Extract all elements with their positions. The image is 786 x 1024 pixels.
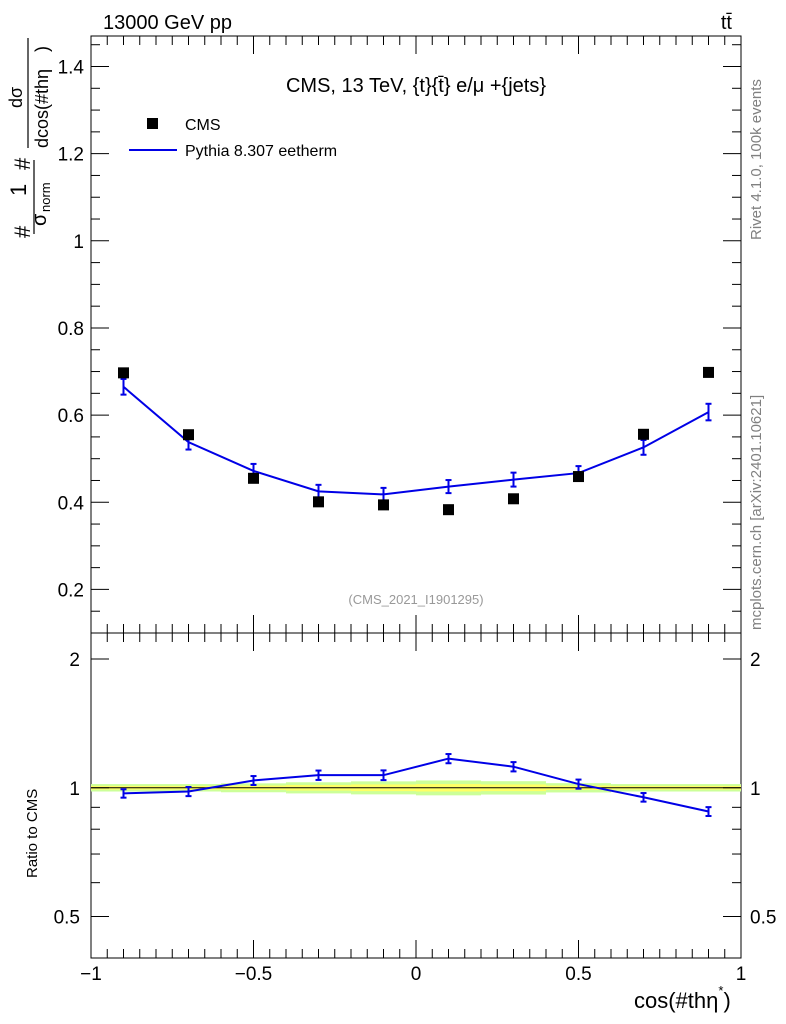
ylabel-sigma: σ <box>29 213 51 226</box>
legend-mc-label: Pythia 8.307 eetherm <box>185 143 337 160</box>
x-axis-label-main: cos(#thη <box>634 988 718 1013</box>
ratio-y-axis-label: Ratio to CMS <box>24 789 41 878</box>
cms-data-point <box>443 504 454 516</box>
cms-data-point <box>638 428 649 440</box>
x-tick-labels: −1 −0.5 0 0.5 1 <box>80 964 746 985</box>
x-tick-label: −1 <box>80 964 102 985</box>
main-data-series <box>118 366 714 516</box>
main-y-tick-label: 0.8 <box>58 319 84 340</box>
ratio-y-tick-label-right: 0.5 <box>750 908 776 929</box>
cms-data-point <box>248 472 259 484</box>
x-axis-label-sup: * <box>718 983 723 998</box>
ylabel-hash-b: # <box>10 157 35 170</box>
ratio-mc-series <box>120 753 712 817</box>
main-y-tick-label: 0.4 <box>58 493 85 514</box>
main-y-axis-label: # 1 σ norm # dσ dcos(#thη ) <box>6 38 53 238</box>
rivet-version-label: Rivet 4.1.0, 100k events <box>748 79 765 240</box>
ratio-y-tick-label-left: 2 <box>69 650 80 671</box>
legend-cms-label: CMS <box>185 117 221 134</box>
x-tick-label: −0.5 <box>235 964 273 985</box>
mcplots-url-label: mcplots.cern.ch [arXiv:2401.10621] <box>748 395 765 630</box>
main-y-tick-labels: 0.2 0.4 0.6 0.8 1 1.2 1.4 <box>58 58 85 602</box>
cms-data-point <box>573 471 584 483</box>
main-panel-ticks <box>90 36 742 633</box>
cms-data-point <box>183 429 194 441</box>
ylabel-norm: norm <box>38 182 53 212</box>
cms-data-point <box>118 367 129 379</box>
ylabel-dcos: dcos(#thη <box>32 69 52 148</box>
ratio-panel-ticks <box>90 633 742 958</box>
chart-title: CMS, 13 TeV, {t}{t̄} e/μ +{jets} <box>286 75 546 97</box>
x-tick-label: 0 <box>411 964 422 985</box>
analysis-watermark: (CMS_2021_I1901295) <box>348 592 483 607</box>
cms-data-point <box>313 496 324 508</box>
main-y-tick-label: 1.4 <box>58 58 85 79</box>
cms-data-point <box>378 499 389 511</box>
cms-data-point <box>703 366 714 378</box>
energy-label: 13000 GeV pp <box>103 12 232 34</box>
x-axis-label: cos(#thη*) <box>634 983 731 1013</box>
legend: CMS Pythia 8.307 eetherm <box>129 117 337 160</box>
x-axis-label-close: ) <box>723 988 730 1013</box>
main-mc-series <box>120 377 712 502</box>
process-label: tt̄ <box>721 12 733 34</box>
ylabel-dcos-close: ) <box>32 46 52 52</box>
ratio-mc-line <box>123 757 709 813</box>
main-y-tick-label: 0.6 <box>58 406 84 427</box>
main-y-tick-label: 1 <box>73 232 84 253</box>
ratio-y-tick-labels: 0.5 0.5 1 1 2 2 <box>54 650 777 929</box>
x-tick-label: 1 <box>736 964 747 985</box>
ylabel-hash-a: # <box>10 225 35 238</box>
ylabel-dsigma: dσ <box>6 87 26 108</box>
mc-line <box>122 386 709 496</box>
cms-data-point <box>508 493 519 505</box>
ratio-y-tick-label-left: 1 <box>69 779 80 800</box>
x-tick-label: 0.5 <box>565 964 591 985</box>
ratio-y-tick-label-right: 1 <box>750 779 761 800</box>
ratio-y-tick-label-left: 0.5 <box>54 908 80 929</box>
legend-cms-marker <box>147 118 158 129</box>
main-y-tick-label: 1.2 <box>58 145 84 166</box>
ratio-y-tick-label-right: 2 <box>750 650 761 671</box>
ylabel-one: 1 <box>6 184 31 196</box>
main-y-tick-label: 0.2 <box>58 580 84 601</box>
